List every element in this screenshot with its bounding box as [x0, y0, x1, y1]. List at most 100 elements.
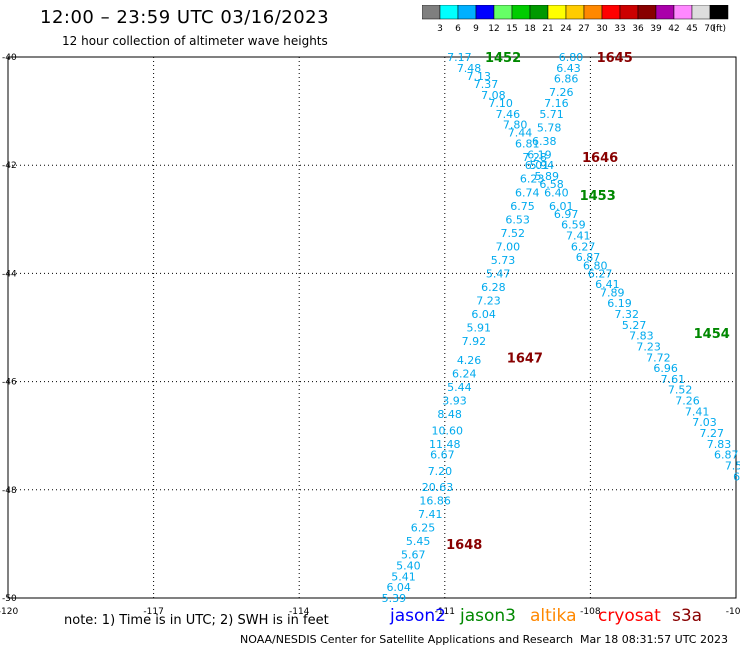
- wave-height-label: 7.89: [600, 286, 625, 299]
- wave-height-label: 5.91: [467, 322, 492, 335]
- wave-height-label: 7.32: [615, 308, 640, 321]
- pass-time-label: 1452: [485, 51, 521, 66]
- wave-height-label: 7.08: [481, 89, 506, 102]
- map-subtitle: 12 hour collection of altimeter wave hei…: [62, 34, 328, 48]
- lat-tick-label: -46: [2, 378, 17, 388]
- wave-height-map: -120 -117 -114 -111 -108 -105 -40 -42 -44 -46 -48 -…: [0, 51, 740, 617]
- wave-height-label: 6.80: [559, 51, 584, 64]
- legend-cryosat: cryosat: [598, 606, 661, 626]
- wave-height-label: 7.13: [467, 70, 492, 83]
- wave-height-label: 6.23: [520, 173, 545, 186]
- wave-height-label: 6.97: [554, 208, 579, 221]
- pass-time-label: 1646: [582, 151, 618, 166]
- wave-height-label: 6.43: [556, 62, 581, 75]
- wave-height-label: 7.23: [476, 294, 501, 307]
- wave-height-label: 7.41: [566, 230, 591, 243]
- wave-height-label: 10.60: [431, 424, 463, 437]
- colorbar-tick-label: 24: [560, 24, 572, 34]
- wave-height-label: 7.17: [447, 51, 472, 64]
- colorbar-tick-label: 39: [650, 24, 662, 34]
- wave-height-label: 5.45: [406, 535, 431, 548]
- map-title: 12:00 – 23:59 UTC 03/16/2023: [40, 7, 330, 28]
- wave-height-label: 6.58: [539, 178, 564, 191]
- legend-row: note: 1) Time is in UTC; 2) SWH is in fe…: [0, 606, 740, 630]
- lat-tick-label: -42: [2, 161, 17, 171]
- colorbar-unit-label: (ft): [712, 24, 726, 34]
- footer-timestamp: Mar 18 08:31:57 UTC 2023: [580, 633, 728, 646]
- pass-time-label: 1647: [507, 351, 543, 366]
- wave-height-label: 8.48: [437, 408, 462, 421]
- lat-tick-label: -50: [2, 594, 17, 604]
- wave-height-label: 20.63: [422, 481, 454, 494]
- wave-height-label: 6.67: [430, 449, 455, 462]
- wave-height-label: 5.40: [396, 560, 421, 573]
- wave-height-label: 6.87: [714, 449, 739, 462]
- lat-tick-label: -48: [2, 486, 17, 496]
- wave-height-label: 7.92: [462, 335, 487, 348]
- lon-tick-label: -117: [143, 607, 163, 617]
- colorbar-tick-label: 15: [506, 24, 517, 34]
- wave-height-label: 5.73: [491, 254, 516, 267]
- lon-tick-label: -114: [289, 607, 310, 617]
- wave-height-label: 7.20: [428, 465, 453, 478]
- wave-height-label: 6.28: [481, 281, 506, 294]
- wave-height-label: 7.44: [508, 127, 533, 140]
- colorbar-tick-label: 6: [455, 24, 461, 34]
- wave-height-label: 6.38: [532, 135, 557, 148]
- wave-height-label: 7.26: [675, 395, 700, 408]
- lat-tick-label: -44: [2, 269, 17, 279]
- colorbar-tick-label: 36: [632, 24, 644, 34]
- wave-height-label: 6.27: [588, 267, 613, 280]
- wave-height-label: 6.19: [527, 148, 552, 161]
- lon-tick-label: -108: [580, 607, 601, 617]
- wave-height-label: 6.59: [561, 219, 586, 232]
- wave-height-label: 7.52: [500, 227, 525, 240]
- wave-height-label: 3.93: [442, 395, 467, 408]
- wave-height-label: 7.23: [636, 340, 661, 353]
- wave-height-label: 6.04: [386, 581, 411, 594]
- wave-height-label: 6.25: [411, 522, 436, 535]
- wave-height-label: 6.24: [452, 367, 477, 380]
- lon-tick-label: -105: [726, 607, 740, 617]
- wave-height-label: 16.86: [419, 495, 451, 508]
- colorbar-tick-label: 42: [668, 24, 679, 34]
- wave-height-label: 7.83: [629, 330, 654, 343]
- wave-height-label: 7.28: [522, 151, 547, 164]
- legend-jason2: jason2: [390, 606, 446, 626]
- colorbar-tick-label: 12: [488, 24, 499, 34]
- map-frame: [7, 56, 737, 599]
- wave-height-label: 6.87: [576, 251, 601, 264]
- wave-height-label: 7.41: [418, 508, 443, 521]
- colorbar-tick-label: 30: [596, 24, 608, 34]
- wave-height-label: 6.01: [525, 159, 550, 172]
- wave-height-label: 6.74: [515, 186, 540, 199]
- wave-height-label: 7.37: [474, 78, 499, 91]
- wave-height-label: 5.27: [622, 319, 647, 332]
- colorbar-tick-label: 18: [524, 24, 536, 34]
- pass-time-label: 1648: [446, 538, 482, 553]
- wave-height-label: 7.72: [646, 351, 671, 364]
- wave-height-label: 6.80: [583, 259, 608, 272]
- wave-height-label: 6.19: [607, 297, 632, 310]
- legend-note: note: 1) Time is in UTC; 2) SWH is in fe…: [64, 613, 329, 628]
- wave-height-label: 7.46: [496, 108, 521, 121]
- wave-height-label: 6.: [733, 470, 740, 483]
- wave-height-label: 7.16: [544, 97, 569, 110]
- colorbar-tick-label: 70: [704, 24, 716, 34]
- wave-height-label: 7.10: [488, 97, 513, 110]
- wave-height-label: 5.89: [534, 170, 559, 183]
- lat-tick-label: -40: [2, 53, 17, 63]
- wave-height-label: 5.67: [401, 549, 426, 562]
- pass-time-label: 1454: [694, 327, 730, 342]
- pass-time-label: 1453: [580, 189, 616, 204]
- colorbar-tick-label: 3: [437, 24, 443, 34]
- wave-height-label: 5.71: [539, 108, 564, 121]
- wave-height-label: 7.26: [549, 86, 574, 99]
- wave-height-label: 6.01: [549, 200, 574, 213]
- wave-height-label: 6.04: [471, 308, 496, 321]
- wave-height-label: 6.86: [554, 73, 579, 86]
- wave-height-label: 7.52: [668, 384, 693, 397]
- wave-height-label: 7.27: [699, 427, 724, 440]
- wave-height-label: 7.5: [725, 459, 740, 472]
- wave-height-label: 7.03: [692, 416, 717, 429]
